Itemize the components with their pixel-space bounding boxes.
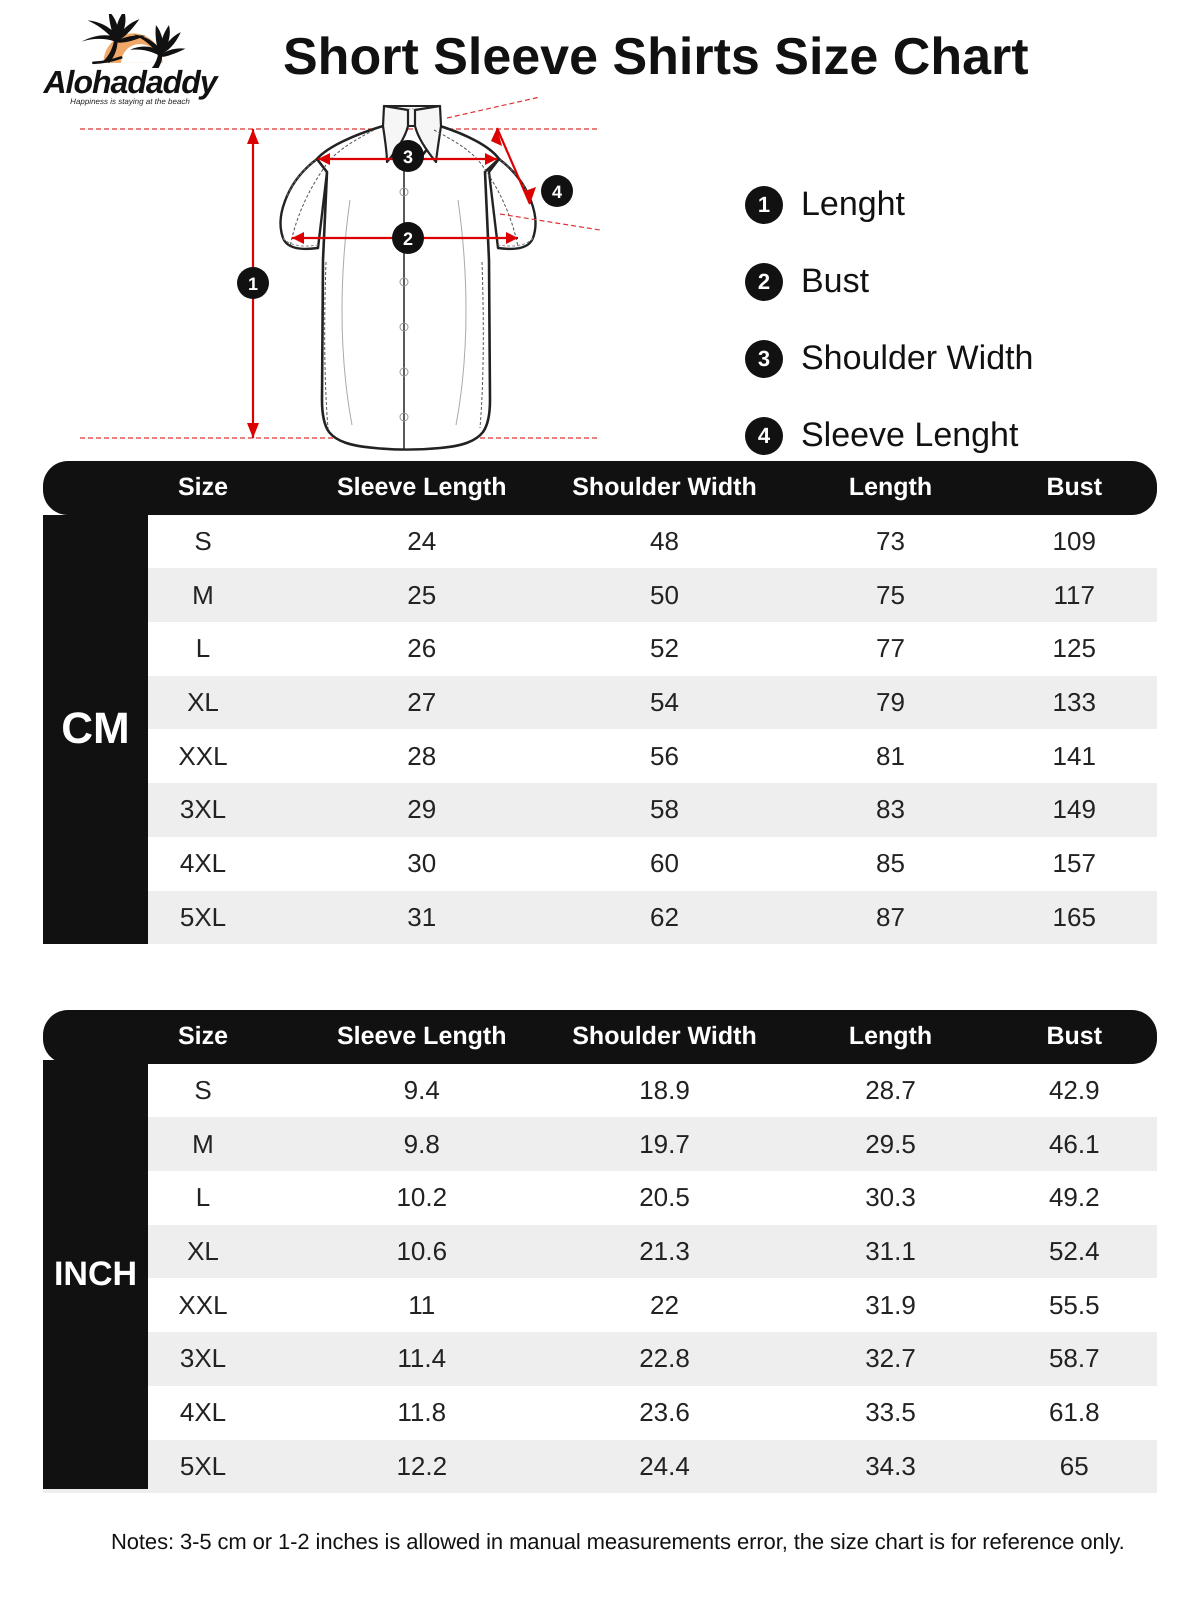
svg-text:3: 3 (403, 147, 413, 167)
svg-text:1: 1 (248, 274, 258, 294)
svg-text:4: 4 (552, 182, 562, 202)
svg-text:2: 2 (403, 229, 413, 249)
